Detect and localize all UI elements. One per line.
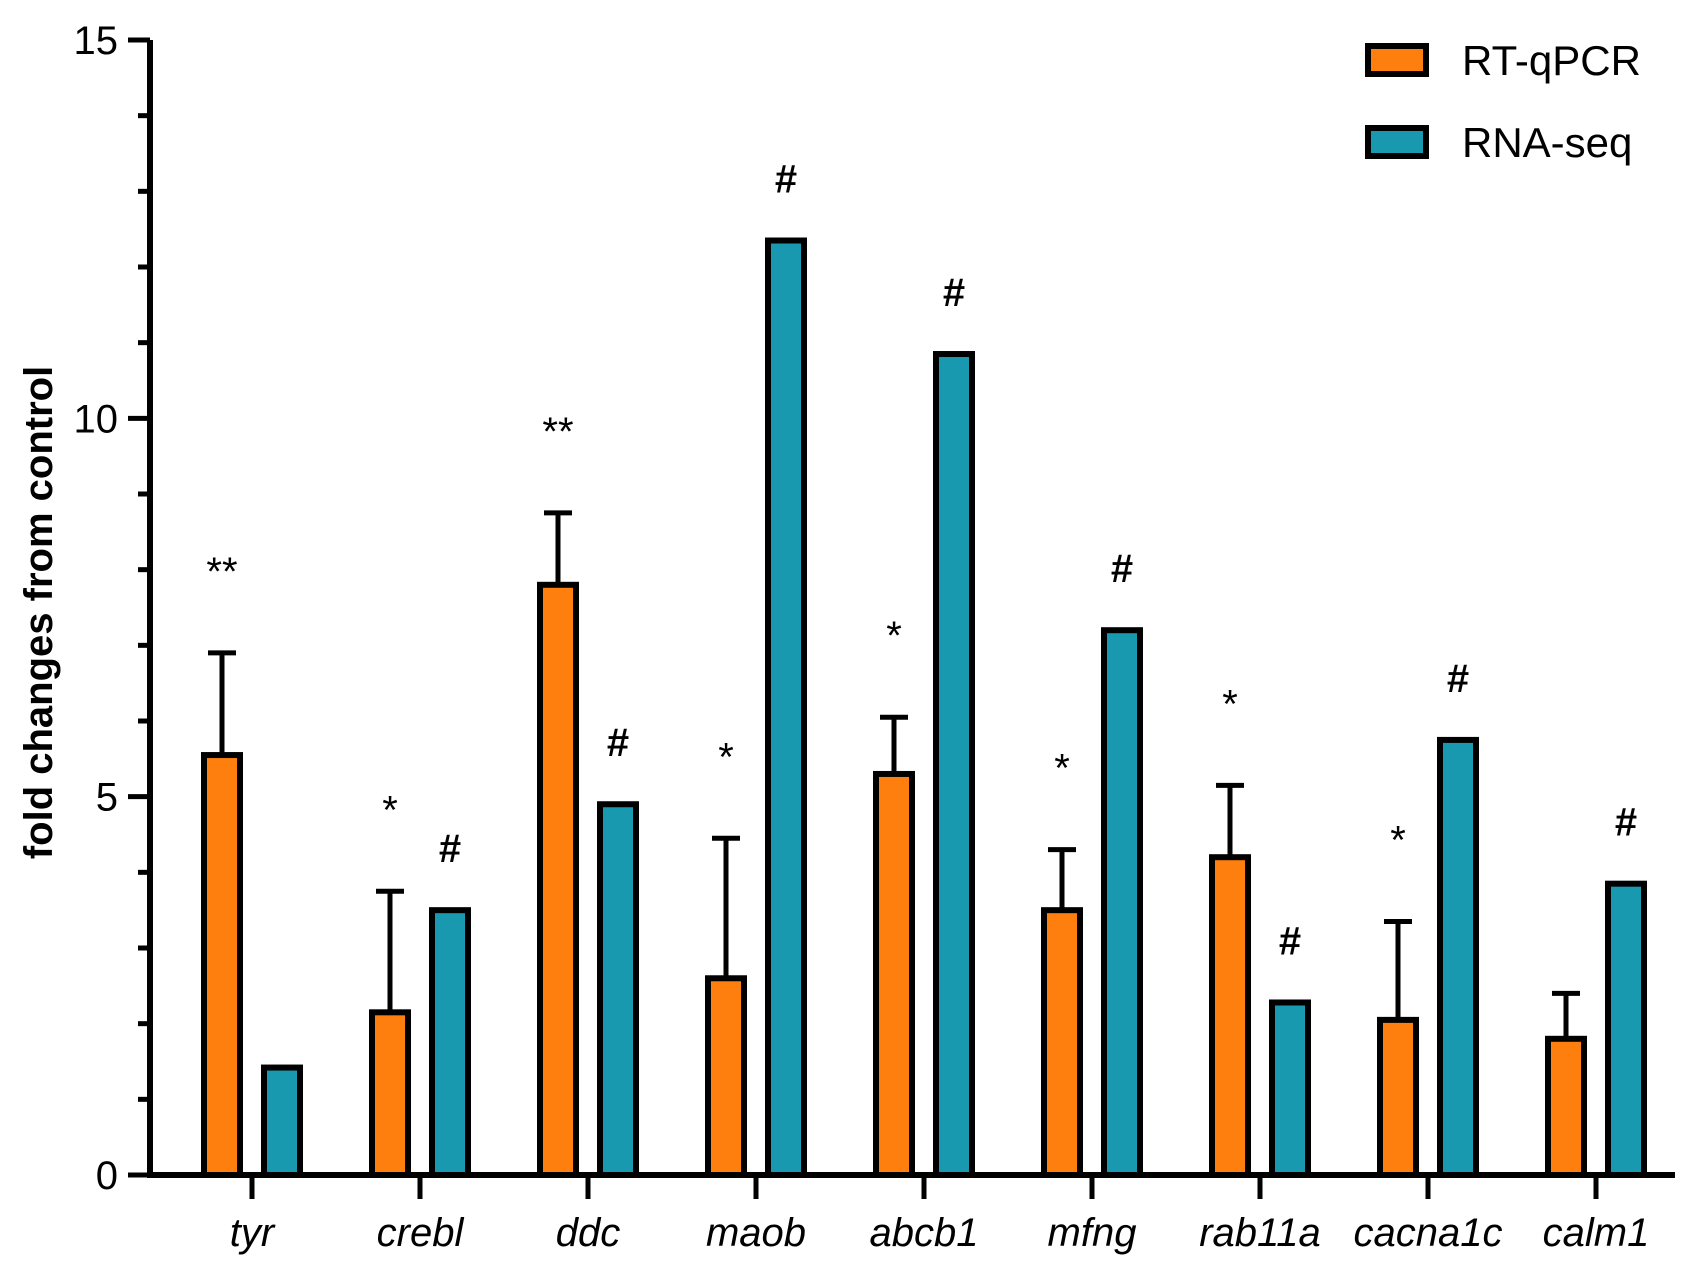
significance-label: * bbox=[1054, 747, 1070, 791]
y-axis-title: fold changes from control bbox=[17, 366, 61, 859]
bar-rt-qpcr-cacna1c bbox=[1377, 1016, 1419, 1179]
bar-rna-seq-abcb1 bbox=[933, 351, 975, 1178]
y-tick-label: 5 bbox=[96, 776, 118, 820]
bar-rna-seq-rab11a bbox=[1269, 999, 1311, 1178]
bar-rna-seq-cacna1c bbox=[1437, 736, 1479, 1179]
significance-label: * bbox=[1222, 682, 1238, 726]
significance-label: ** bbox=[206, 550, 237, 594]
significance-label: # bbox=[775, 158, 797, 202]
bars: ***#**# *#*#*#*#*## bbox=[201, 158, 1647, 1179]
x-tick-label: cacna1c bbox=[1354, 1211, 1503, 1255]
x-tick-label: mfng bbox=[1048, 1211, 1137, 1255]
significance-label: ** bbox=[542, 410, 573, 454]
bar-rna-seq-calm1 bbox=[1605, 880, 1647, 1179]
bar-rt-qpcr-abcb1 bbox=[873, 770, 915, 1178]
bar-rt-qpcr-maob bbox=[705, 975, 747, 1178]
y-tick-label: 15 bbox=[74, 19, 119, 63]
legend: RT-qPCR RNA-seq bbox=[1365, 37, 1641, 166]
x-tick-label: tyr bbox=[230, 1211, 276, 1255]
y-tick-label: 0 bbox=[96, 1154, 118, 1198]
y-tick-label: 10 bbox=[74, 397, 119, 441]
bar-rna-seq-maob bbox=[765, 237, 807, 1178]
bar-rt-qpcr-ddc bbox=[537, 581, 579, 1178]
significance-label: # bbox=[1447, 657, 1469, 701]
significance-label: # bbox=[1111, 547, 1133, 591]
x-tick-label: abcb1 bbox=[870, 1211, 979, 1255]
x-tick-label: calm1 bbox=[1543, 1211, 1650, 1255]
x-tick-label: rab11a bbox=[1199, 1211, 1321, 1255]
significance-label: # bbox=[439, 827, 461, 871]
legend-label: RNA-seq bbox=[1462, 119, 1632, 166]
bar-rt-qpcr-rab11a bbox=[1209, 854, 1251, 1178]
significance-label: * bbox=[718, 735, 734, 779]
x-tick-label: crebl bbox=[377, 1211, 465, 1255]
bar-rt-qpcr-tyr bbox=[201, 752, 243, 1178]
bar-rna-seq-mfng bbox=[1101, 627, 1143, 1178]
bar-rna-seq-crebl bbox=[429, 907, 471, 1179]
x-tick-label: ddc bbox=[556, 1211, 621, 1255]
significance-label: # bbox=[607, 721, 629, 765]
bar-rna-seq-ddc bbox=[597, 801, 639, 1178]
significance-label: * bbox=[886, 614, 902, 658]
significance-label: # bbox=[1279, 919, 1301, 963]
bar-rt-qpcr-calm1 bbox=[1545, 1035, 1587, 1179]
significance-label: # bbox=[1615, 801, 1637, 845]
significance-label: * bbox=[1390, 819, 1406, 863]
significance-label: # bbox=[943, 271, 965, 315]
legend-swatch bbox=[1365, 125, 1429, 159]
legend-label: RT-qPCR bbox=[1462, 37, 1641, 84]
bar-rna-seq-tyr bbox=[261, 1064, 303, 1179]
axes: 0 5 10 15 tyr crebl ddc maob abcb1 mfng rab11a cacn… bbox=[74, 19, 1675, 1255]
legend-swatch bbox=[1365, 43, 1429, 77]
bar-rt-qpcr-crebl bbox=[369, 1009, 411, 1178]
significance-label: * bbox=[382, 788, 398, 832]
bar-rt-qpcr-mfng bbox=[1041, 907, 1083, 1179]
x-tick-label: maob bbox=[706, 1211, 806, 1255]
